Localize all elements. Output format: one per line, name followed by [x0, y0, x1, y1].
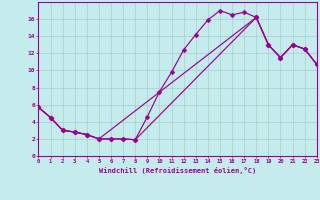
X-axis label: Windchill (Refroidissement éolien,°C): Windchill (Refroidissement éolien,°C) — [99, 167, 256, 174]
